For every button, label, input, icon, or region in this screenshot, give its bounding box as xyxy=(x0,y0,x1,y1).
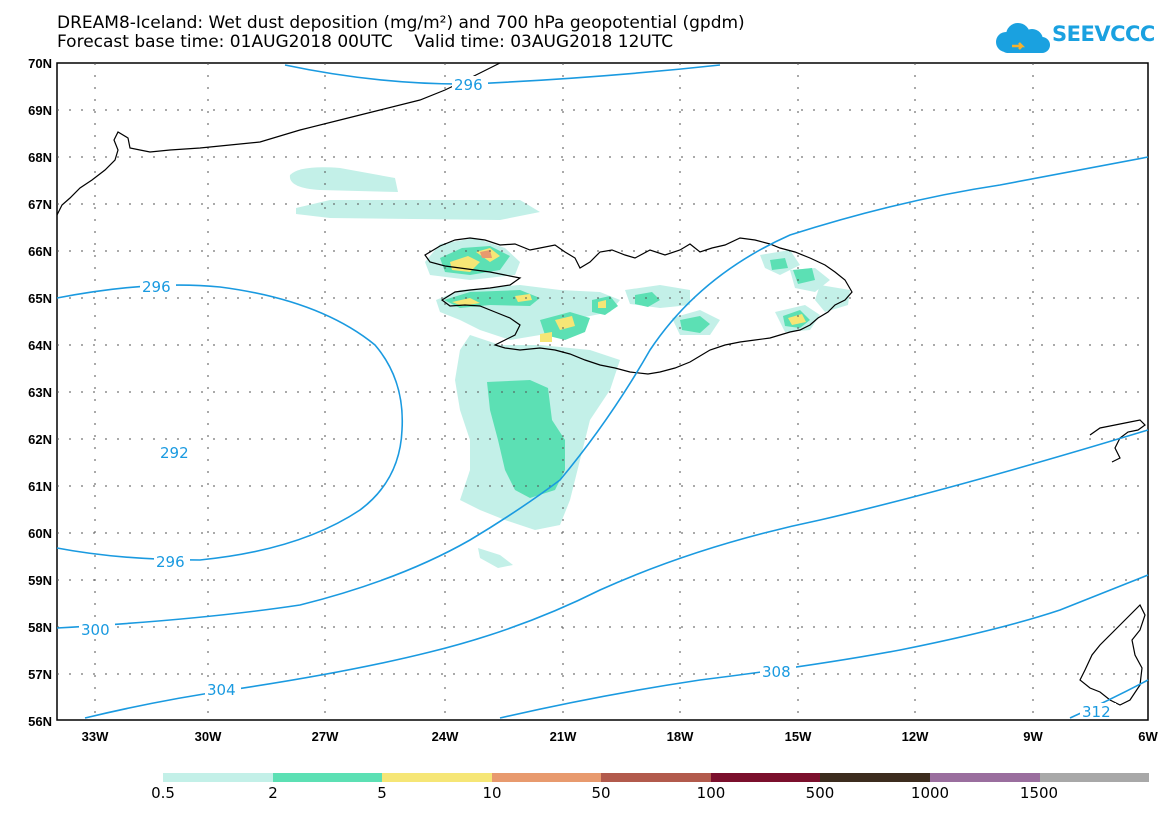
lat-label: 67N xyxy=(28,197,52,212)
latitude-labels: 70N 69N 68N 67N 66N 65N 64N 63N 62N 61N … xyxy=(28,56,52,729)
lat-label: 58N xyxy=(28,620,52,635)
lat-label: 60N xyxy=(28,526,52,541)
contour-label: 296 xyxy=(454,76,483,94)
legend-swatch xyxy=(601,773,711,782)
contour-label: 308 xyxy=(762,663,791,681)
lat-label: 69N xyxy=(28,103,52,118)
lat-label: 65N xyxy=(28,291,52,306)
lon-label: 15W xyxy=(785,729,812,744)
lat-label: 56N xyxy=(28,714,52,729)
lat-label: 62N xyxy=(28,432,52,447)
lon-label: 6W xyxy=(1138,729,1158,744)
legend-label: 1000 xyxy=(910,784,950,802)
longitude-labels: 33W 30W 27W 24W 21W 18W 15W 12W 9W 6W xyxy=(82,729,1159,744)
map-subtitle: Forecast base time: 01AUG2018 00UTC Vali… xyxy=(57,32,674,52)
lon-label: 18W xyxy=(667,729,694,744)
lon-label: 9W xyxy=(1023,729,1043,744)
contour-label: 296 xyxy=(142,278,171,296)
logo-text: SEEVCCC xyxy=(1052,22,1155,46)
legend-label: 50 xyxy=(591,784,611,802)
legend-label: 1500 xyxy=(1019,784,1059,802)
legend-label: 2 xyxy=(268,784,278,802)
lat-label: 66N xyxy=(28,244,52,259)
deposition-shading xyxy=(289,167,850,568)
lon-label: 33W xyxy=(82,729,109,744)
legend-label: 10 xyxy=(482,784,502,802)
legend-label: 100 xyxy=(696,784,726,802)
lon-label: 30W xyxy=(195,729,222,744)
contour-label: 292 xyxy=(160,444,189,462)
legend-swatch xyxy=(382,773,492,782)
contour-labels: 296 296 292 296 300 304 308 312 xyxy=(79,76,1116,721)
cloud-icon xyxy=(996,23,1050,53)
coastline xyxy=(56,62,1146,706)
contour-label: 304 xyxy=(207,681,236,699)
legend-swatch xyxy=(820,773,930,782)
legend-label: 5 xyxy=(377,784,387,802)
lat-label: 64N xyxy=(28,338,52,353)
lon-label: 21W xyxy=(550,729,577,744)
legend-swatch xyxy=(272,773,383,782)
legend-swatch xyxy=(929,773,1040,782)
map-title: DREAM8-Iceland: Wet dust deposition (mg/… xyxy=(57,13,745,33)
legend-swatch xyxy=(1039,773,1150,782)
lon-label: 12W xyxy=(902,729,929,744)
legend-swatch xyxy=(163,773,273,782)
lat-label: 61N xyxy=(28,479,52,494)
lat-label: 63N xyxy=(28,385,52,400)
contour-label: 296 xyxy=(156,553,185,571)
lat-label: 70N xyxy=(28,56,52,71)
legend-label: 0.5 xyxy=(151,784,175,802)
contour-label: 300 xyxy=(81,621,110,639)
legend-label: 500 xyxy=(805,784,835,802)
legend-swatch xyxy=(491,773,602,782)
legend-swatch xyxy=(710,773,821,782)
color-legend xyxy=(163,773,1150,782)
lat-label: 59N xyxy=(28,573,52,588)
lat-label: 57N xyxy=(28,667,52,682)
contour-label: 312 xyxy=(1082,703,1111,721)
lon-label: 27W xyxy=(312,729,339,744)
lat-label: 68N xyxy=(28,150,52,165)
lon-label: 24W xyxy=(432,729,459,744)
graticule xyxy=(57,63,1148,720)
